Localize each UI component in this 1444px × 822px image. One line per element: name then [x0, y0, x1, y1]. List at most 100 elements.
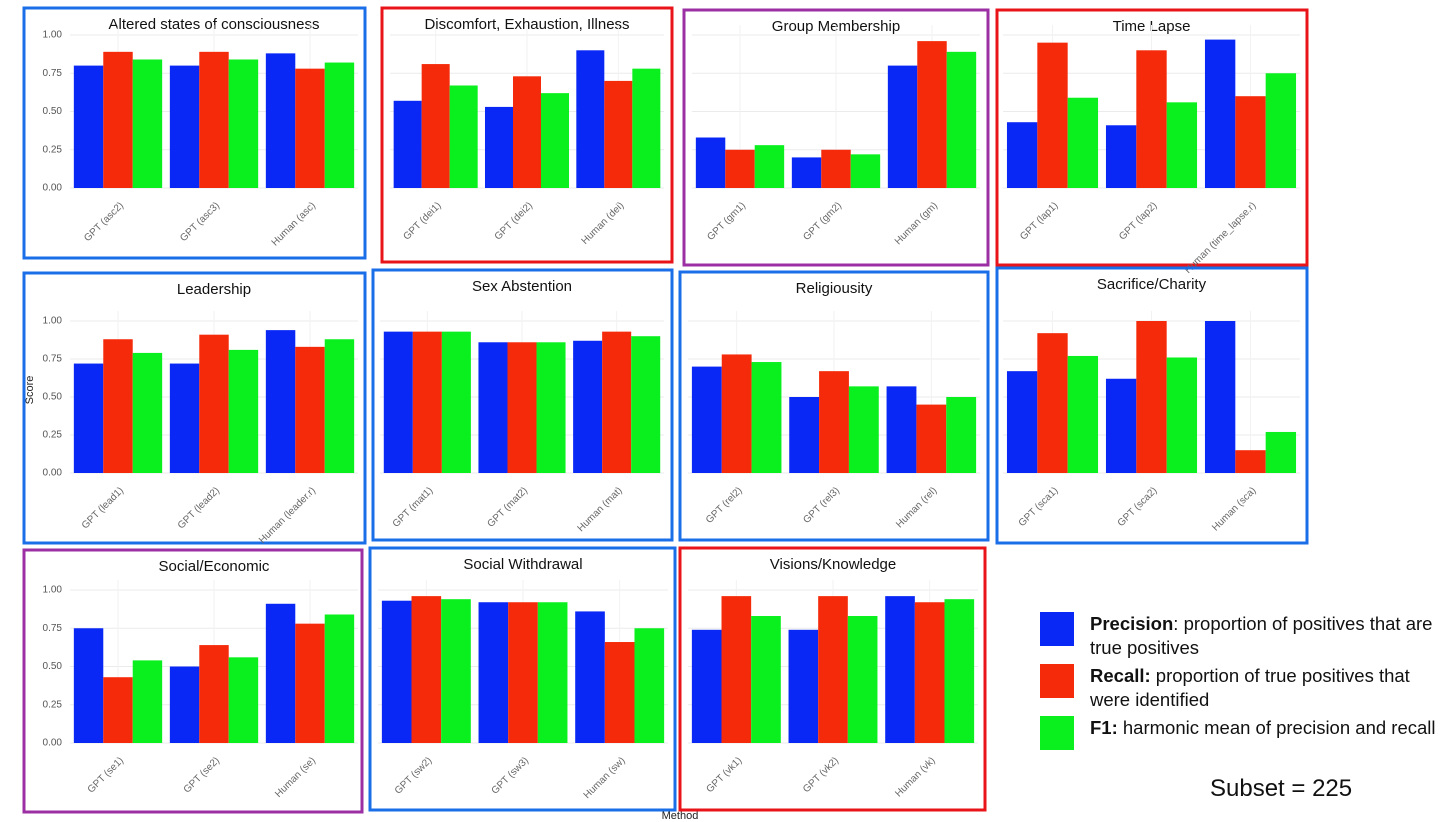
- bar: [1166, 102, 1198, 188]
- x-tick-label: GPT (asc2): [82, 200, 126, 244]
- x-tick-label: Human (mat): [576, 485, 625, 534]
- bar: [631, 336, 661, 473]
- bar: [751, 616, 781, 743]
- x-tick-label: GPT (sca2): [1116, 485, 1160, 529]
- x-tick-label: GPT (dei1): [401, 200, 443, 242]
- bar: [169, 363, 200, 473]
- bar: [412, 331, 442, 473]
- y-tick-label: 0.25: [43, 699, 63, 710]
- x-tick-label: GPT (sw2): [393, 755, 434, 796]
- bar: [393, 100, 422, 188]
- y-tick-label: 0.25: [43, 430, 63, 441]
- y-tick-label: 0.50: [43, 106, 63, 117]
- bar: [576, 50, 605, 188]
- bar: [573, 340, 603, 473]
- x-tick-label: GPT (vk1): [704, 755, 744, 795]
- bar: [946, 51, 977, 188]
- bar: [381, 600, 412, 743]
- legend-description: proportion of true positives that were i…: [1090, 665, 1410, 710]
- bar: [536, 342, 566, 473]
- bar: [821, 149, 851, 188]
- bar: [1037, 42, 1068, 189]
- legend-text: Precision: proportion of positives that …: [1090, 612, 1440, 660]
- panel-frame: [371, 268, 674, 542]
- legend-text: Recall: proportion of true positives tha…: [1090, 664, 1440, 712]
- x-tick-label: GPT (mat1): [391, 485, 436, 530]
- bar: [295, 623, 325, 743]
- panel-title: Altered states of consciousness: [109, 16, 320, 33]
- bar: [1006, 371, 1038, 473]
- bar: [818, 596, 848, 743]
- x-tick-label: Human (gm): [893, 200, 940, 247]
- bar: [132, 352, 163, 473]
- x-tick-label: Human (sw): [582, 755, 628, 801]
- bar: [1166, 357, 1198, 473]
- y-tick-label: 0.50: [43, 661, 63, 672]
- bar: [295, 346, 325, 473]
- panel-title: Visions/Knowledge: [770, 556, 896, 573]
- bar: [819, 371, 849, 473]
- x-tick-label: Human (asc): [270, 200, 318, 248]
- legend-name: Recall:: [1090, 665, 1151, 686]
- bar: [604, 80, 633, 188]
- y-tick-label: 0.00: [43, 738, 63, 749]
- x-axis-label: Method: [662, 810, 699, 822]
- bar: [751, 362, 782, 473]
- bar: [265, 330, 296, 473]
- bar: [265, 603, 296, 743]
- legend-swatch: [1040, 664, 1074, 698]
- bar: [541, 93, 570, 188]
- bar: [1265, 73, 1297, 188]
- legend-swatch: [1040, 716, 1074, 750]
- x-tick-label: GPT (sca1): [1017, 485, 1061, 529]
- x-tick-label: GPT (lap2): [1117, 200, 1159, 242]
- x-tick-label: Human (sca): [1210, 485, 1258, 533]
- bar: [885, 596, 915, 743]
- panel-frame: [22, 6, 367, 260]
- bar: [1204, 321, 1236, 473]
- bar: [887, 65, 918, 188]
- legend: Precision: proportion of positives that …: [1040, 612, 1440, 754]
- panel-title: Leadership: [177, 281, 251, 298]
- bar: [1204, 39, 1236, 189]
- bar: [537, 602, 568, 743]
- bar: [1265, 431, 1297, 473]
- bar: [916, 404, 947, 473]
- bar: [449, 85, 478, 188]
- x-tick-label: Human (vk): [893, 755, 937, 799]
- x-tick-label: GPT (se2): [182, 755, 222, 795]
- y-tick-label: 1.00: [43, 585, 63, 596]
- bar: [421, 64, 450, 188]
- bar: [228, 657, 259, 743]
- bar: [1105, 378, 1137, 473]
- panel-title: Religiousity: [796, 280, 873, 297]
- bar: [789, 397, 820, 473]
- x-tick-label: GPT (gm1): [705, 200, 748, 243]
- y-tick-label: 0.00: [43, 183, 63, 194]
- bar: [691, 629, 722, 743]
- bar: [1136, 50, 1167, 188]
- bar: [132, 660, 163, 743]
- x-tick-label: Human (dei): [580, 200, 627, 247]
- bar: [228, 349, 259, 473]
- bar: [324, 339, 355, 473]
- y-tick-label: 0.00: [43, 468, 63, 479]
- panel-title: Social/Economic: [159, 558, 270, 575]
- bar: [441, 599, 471, 743]
- x-tick-label: GPT (lap1): [1018, 200, 1060, 242]
- bar: [228, 59, 259, 189]
- legend-item: F1: harmonic mean of precision and recal…: [1040, 716, 1440, 750]
- bar: [721, 596, 752, 743]
- bar: [1105, 125, 1137, 188]
- bar: [632, 68, 661, 188]
- bar: [478, 602, 509, 743]
- bar: [103, 677, 133, 743]
- legend-description: : proportion of positives that are true …: [1090, 613, 1433, 658]
- panel-frame: [380, 6, 674, 264]
- y-axis-label: Score: [24, 376, 36, 405]
- bar: [478, 342, 508, 473]
- x-tick-label: GPT (mat2): [485, 485, 530, 530]
- legend-text: F1: harmonic mean of precision and recal…: [1090, 716, 1436, 740]
- bar: [791, 157, 822, 188]
